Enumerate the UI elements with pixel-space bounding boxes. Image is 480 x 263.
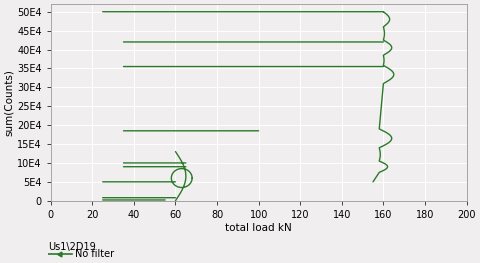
X-axis label: total load kN: total load kN (225, 222, 292, 232)
Y-axis label: sum(Counts): sum(Counts) (4, 69, 14, 136)
Text: Us1\2D19: Us1\2D19 (48, 242, 96, 252)
Text: No filter: No filter (75, 249, 114, 259)
